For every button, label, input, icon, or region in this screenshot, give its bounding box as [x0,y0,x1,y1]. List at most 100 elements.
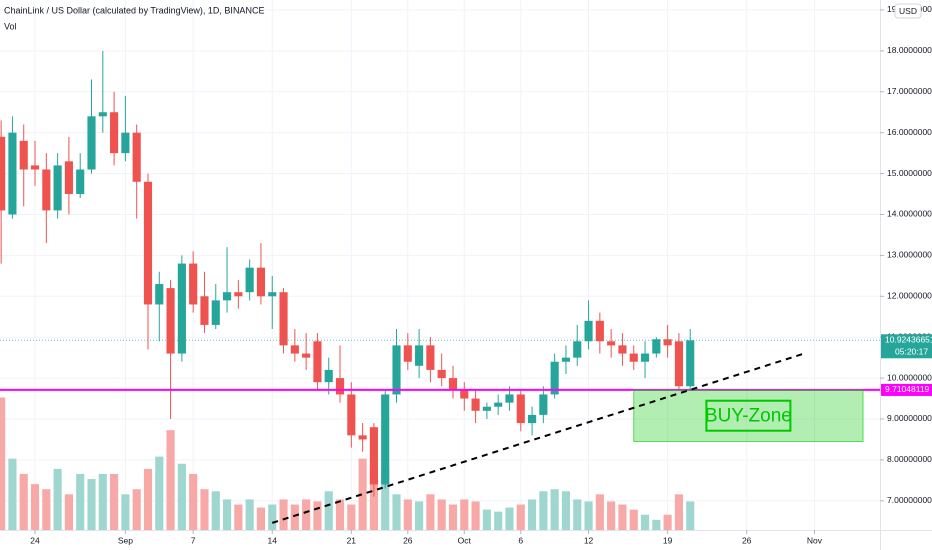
last-price-label: 10.92436651 [885,335,932,345]
volume-bar [30,484,40,530]
candle-body [19,140,28,170]
x-tick-label: 12 [584,535,594,545]
volume-bar [302,499,311,530]
candle-body [121,132,130,154]
last-price-box [881,334,932,359]
candle-body [437,369,446,379]
candle-body [245,267,254,293]
volume-bar [189,473,198,530]
candle-body [674,341,683,387]
x-tick-label: Sep [118,535,133,545]
volume-bar [392,494,401,530]
volume-bar [42,489,51,530]
volume-bar [415,501,424,530]
volume-bar [53,468,62,530]
volume-bar [618,504,627,530]
candle-body [607,341,616,346]
volume-bar [573,499,582,530]
candle-body [686,340,695,387]
volume-bar [358,458,367,530]
volume-bar [256,507,266,530]
x-tick-label: Oct [458,535,472,545]
buy-zone [633,389,864,442]
candle-body [505,394,514,403]
candle-body [573,341,582,358]
volume-bar [460,499,469,530]
volume-bar [211,491,220,530]
volume-bar [629,509,638,530]
volume-bar [347,504,356,530]
volume-bar [437,499,446,530]
grid-layer [0,0,880,530]
x-tick-label: Nov [807,535,823,545]
volume-bar [539,491,548,530]
overlay-layer: BUY-Zone [0,339,880,524]
candle-body [561,357,571,362]
volume-bar [528,499,537,530]
candle-body [110,112,119,154]
volume-bar [335,499,345,530]
y-tick-label: 16.00000000 [887,127,932,137]
candle-body [516,394,525,424]
candle-body [302,353,311,358]
candle-body [211,300,220,325]
volume-title: Vol [4,21,17,31]
candle-body [335,378,345,395]
y-tick-label: 9.00000000 [887,413,932,423]
y-tick-label: 8.00000000 [887,454,932,464]
volume-bar [640,514,650,530]
candle-body [618,345,627,354]
x-tick-label: 21 [347,535,357,545]
candle-body [30,165,40,170]
candle-layer [0,50,695,497]
candle-body [189,263,198,305]
y-tick-label: 12.00000000 [887,291,932,301]
volume-layer [0,397,695,530]
candle-body [64,161,73,195]
x-tick-label: 7 [191,535,196,545]
candle-body [652,339,661,354]
candle-body [42,169,51,211]
currency-box[interactable] [894,3,922,19]
candle-body [381,394,390,485]
currency-label[interactable]: USD [899,6,917,16]
axis-layer: 7.00000000 8.00000000 9.00000000 10.0000000… [30,4,932,545]
candle-body [166,288,175,354]
volume-bar [448,504,458,530]
y-tick-label: 13.00000000 [887,250,932,260]
volume-bar [121,494,130,530]
y-tick-label: 17.00000000 [887,86,932,96]
candle-body [528,414,537,424]
volume-bar [516,504,525,530]
volume-bar [268,504,277,530]
candle-body [482,406,491,411]
candle-body [403,345,412,362]
candle-body [234,292,243,297]
candle-body [200,296,209,325]
volume-bar [177,463,186,530]
candle-body [132,132,141,182]
volume-bar [76,473,85,530]
volume-bar [234,504,243,530]
x-tick-label: 26 [403,535,413,545]
volume-bar [324,491,333,530]
candle-body [640,353,650,362]
candle-body [256,267,266,297]
volume-bar [652,519,661,530]
candle-body [76,169,85,195]
volume-bar [245,499,254,530]
candle-body [268,292,277,297]
candle-body [0,136,6,211]
candle-body [222,292,232,301]
candle-body [155,284,164,305]
candle-body [550,361,559,395]
y-tick-label: 18.00000000 [887,45,932,55]
volume-bar [686,501,695,530]
y-tick-label: 15.00000000 [887,168,932,178]
volume-bar [471,501,480,530]
countdown-label: 05:20:17 [895,347,928,357]
candle-body [460,390,469,399]
volume-bar [561,491,571,530]
volume-bar [8,458,17,530]
x-tick-label: 6 [518,535,523,545]
